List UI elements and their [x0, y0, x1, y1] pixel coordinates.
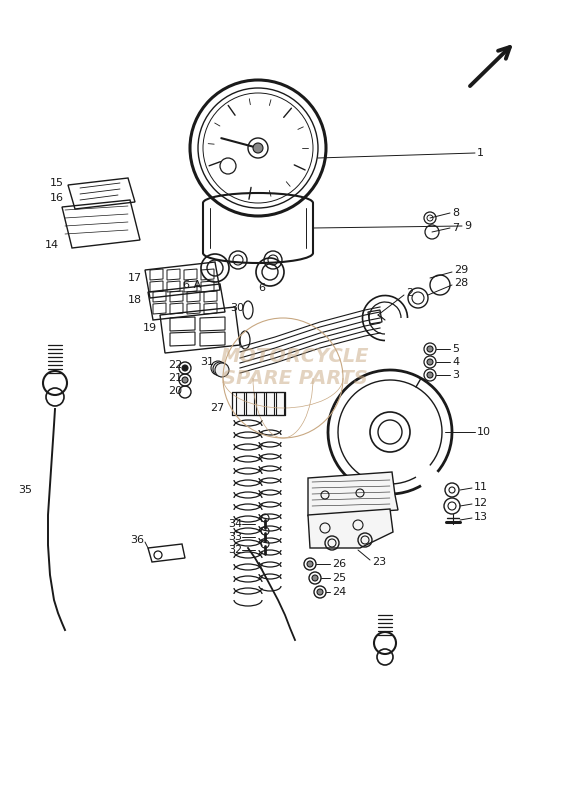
Text: 30: 30 [230, 303, 244, 313]
Text: 22: 22 [168, 360, 182, 370]
Text: 14: 14 [45, 240, 59, 250]
Polygon shape [266, 392, 274, 415]
Text: 36: 36 [130, 535, 144, 545]
Text: 33: 33 [228, 532, 242, 542]
Text: 26: 26 [332, 559, 346, 569]
Text: 3: 3 [452, 370, 459, 380]
Text: 1: 1 [477, 148, 484, 158]
Circle shape [317, 589, 323, 595]
Text: 13: 13 [474, 512, 488, 522]
Text: 6 A: 6 A [183, 280, 201, 290]
Text: 21: 21 [168, 373, 182, 383]
Text: 27: 27 [210, 403, 224, 413]
Text: 15: 15 [50, 178, 64, 188]
Text: 18: 18 [128, 295, 142, 305]
Text: 20: 20 [168, 386, 182, 396]
Polygon shape [236, 392, 244, 415]
Text: 31: 31 [200, 357, 214, 367]
Circle shape [427, 372, 433, 378]
Circle shape [182, 365, 188, 371]
Text: 35: 35 [18, 485, 32, 495]
Text: 17: 17 [128, 273, 142, 283]
Polygon shape [246, 392, 254, 415]
Polygon shape [308, 472, 398, 516]
Text: 10: 10 [477, 427, 491, 437]
Circle shape [427, 359, 433, 365]
Polygon shape [256, 392, 264, 415]
Text: 29: 29 [454, 265, 468, 275]
Text: 8: 8 [452, 208, 459, 218]
Text: 2: 2 [406, 288, 413, 298]
Text: 28: 28 [454, 278, 468, 288]
Circle shape [213, 362, 227, 376]
Polygon shape [308, 509, 393, 548]
Circle shape [307, 561, 313, 567]
Circle shape [211, 361, 225, 375]
Text: MOTORCYCLE
SPARE PARTS: MOTORCYCLE SPARE PARTS [221, 347, 370, 389]
Text: 6: 6 [258, 283, 265, 293]
Text: 23: 23 [372, 557, 386, 567]
Text: 11: 11 [474, 482, 488, 492]
Text: 5: 5 [452, 344, 459, 354]
Text: 4: 4 [452, 357, 459, 367]
Text: 9: 9 [464, 221, 471, 231]
Text: 16: 16 [50, 193, 64, 203]
Circle shape [253, 143, 263, 153]
Circle shape [215, 363, 229, 377]
Polygon shape [276, 392, 284, 415]
Text: 32: 32 [228, 545, 242, 555]
Circle shape [427, 346, 433, 352]
Circle shape [182, 377, 188, 383]
Text: 25: 25 [332, 573, 346, 583]
Text: 19: 19 [143, 323, 157, 333]
Text: 24: 24 [332, 587, 346, 597]
Text: 12: 12 [474, 498, 488, 508]
Text: 7: 7 [452, 223, 459, 233]
Circle shape [312, 575, 318, 581]
Text: 34: 34 [228, 519, 242, 529]
